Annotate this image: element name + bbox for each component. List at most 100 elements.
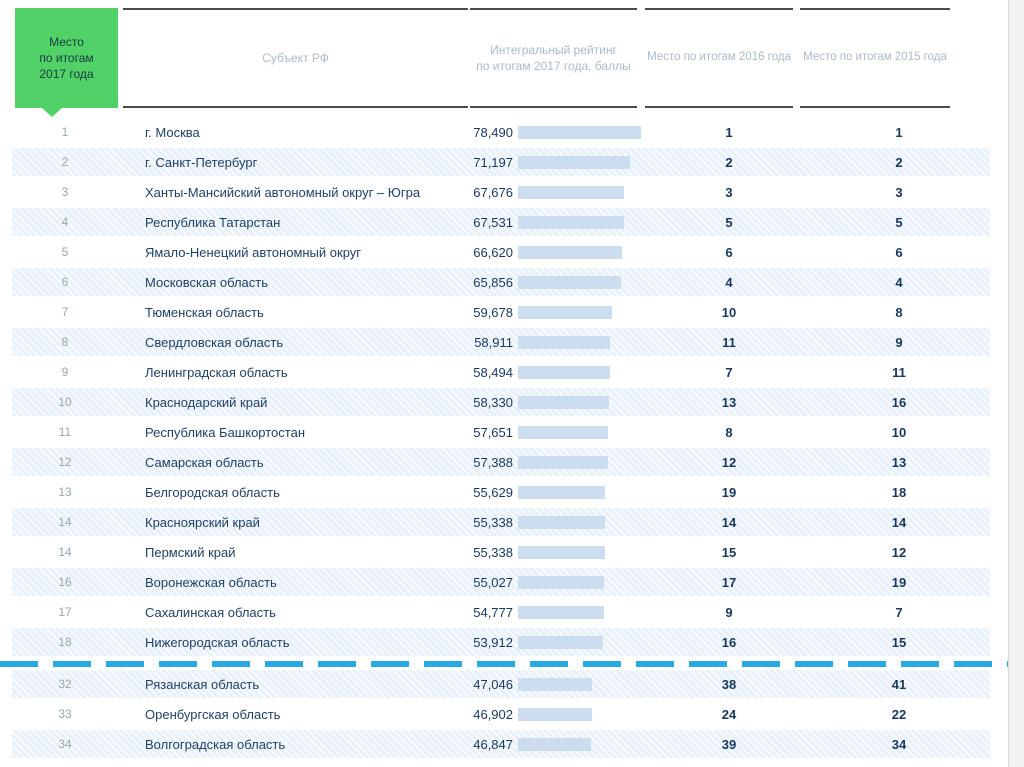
cell-place-2016: 8 [725, 424, 733, 440]
table-row: 9 Ленинградская область 58,494 7 11 [12, 357, 990, 387]
table-row: 8 Свердловская область 58,911 11 9 [12, 327, 990, 357]
rating-bar [518, 426, 609, 439]
cell-rank-2017: 33 [58, 707, 72, 721]
header-region: Субъект РФ [123, 8, 468, 108]
cell-rating: 55,338 [473, 544, 513, 560]
header-place-2015: Место по итогам 2015 года [800, 8, 950, 108]
rating-bar [518, 606, 604, 619]
cell-rank-2017: 11 [58, 425, 72, 439]
rating-bar [518, 636, 603, 649]
skipped-rows-separator [0, 661, 1008, 667]
cell-place-2016: 4 [725, 274, 733, 290]
cell-place-2015: 12 [891, 544, 907, 560]
cell-region: Воронежская область [145, 574, 277, 590]
cell-place-2016: 10 [721, 304, 737, 320]
rating-bar [518, 678, 592, 691]
cell-place-2016: 17 [721, 574, 737, 590]
cell-place-2015: 22 [891, 706, 907, 722]
cell-place-2015: 41 [891, 676, 907, 692]
cell-place-2016: 19 [721, 484, 737, 500]
cell-rating: 57,388 [473, 454, 513, 470]
cell-region: Ханты-Мансийский автономный округ – Югра [145, 184, 421, 200]
rating-bar [518, 366, 610, 379]
header-rank-2017-label: Место по итогам 2017 года [39, 34, 94, 82]
cell-rating: 66,620 [473, 244, 513, 260]
page-gutter [1008, 0, 1024, 767]
cell-region: Краснодарский край [145, 394, 268, 410]
table-row: 6 Московская область 65,856 4 4 [12, 267, 990, 297]
cell-place-2015: 6 [895, 244, 903, 260]
cell-region: Тюменская область [145, 304, 264, 320]
table-row: 2 г. Санкт-Петербург 71,197 2 2 [12, 147, 990, 177]
cell-rating: 71,197 [473, 154, 513, 170]
cell-rating: 65,856 [473, 274, 513, 290]
cell-region: Рязанская область [145, 676, 260, 692]
cell-region: Оренбургская область [145, 706, 281, 722]
cell-place-2015: 7 [895, 604, 903, 620]
table-row: 18 Нижегородская область 53,912 16 15 [12, 627, 990, 657]
rating-bar [518, 546, 605, 559]
cell-rank-2017: 14 [58, 515, 72, 529]
cell-place-2016: 5 [725, 214, 733, 230]
cell-rank-2017: 13 [58, 485, 72, 499]
table-row: 34 Волгоградская область 46,847 39 34 [12, 729, 990, 759]
cell-region: Московская область [145, 274, 269, 290]
cell-region: Ленинградская область [145, 364, 288, 380]
cell-place-2015: 34 [891, 736, 907, 752]
cell-rank-2017: 10 [58, 395, 72, 409]
cell-region: Республика Татарстан [145, 214, 281, 230]
cell-place-2015: 5 [895, 214, 903, 230]
cell-rating: 47,046 [473, 676, 513, 692]
table-body-top: 1 г. Москва 78,490 1 1 2 г. Санкт-Петерб… [12, 117, 990, 657]
cell-region: Нижегородская область [145, 634, 290, 650]
cell-region: Самарская область [145, 454, 264, 470]
cell-rating: 59,678 [473, 304, 513, 320]
cell-rating: 46,902 [473, 706, 513, 722]
cell-region: г. Москва [145, 124, 200, 140]
table-row: 4 Республика Татарстан 67,531 5 5 [12, 207, 990, 237]
cell-region: Республика Башкортостан [145, 424, 305, 440]
cell-rank-2017: 4 [61, 215, 69, 229]
rating-bar [518, 216, 624, 229]
rating-bar [518, 456, 608, 469]
cell-rank-2017: 5 [61, 245, 69, 259]
cell-rank-2017: 2 [61, 155, 69, 169]
cell-place-2015: 1 [895, 124, 903, 140]
cell-place-2016: 1 [725, 124, 733, 140]
cell-region: Сахалинская область [145, 604, 276, 620]
cell-rating: 58,494 [473, 364, 513, 380]
cell-rank-2017: 7 [61, 305, 69, 319]
table-row: 12 Самарская область 57,388 12 13 [12, 447, 990, 477]
cell-place-2016: 3 [725, 184, 733, 200]
cell-rating: 78,490 [473, 124, 513, 140]
rating-bar [518, 576, 605, 589]
cell-place-2015: 8 [895, 304, 903, 320]
cell-place-2015: 3 [895, 184, 903, 200]
header-place-2016: Место по итогам 2016 года [645, 8, 793, 108]
cell-place-2015: 15 [891, 634, 907, 650]
cell-rank-2017: 32 [58, 677, 72, 691]
cell-rating: 58,330 [473, 394, 513, 410]
rating-bar [518, 156, 630, 169]
cell-rating: 54,777 [473, 604, 513, 620]
header-rating: Интегральный рейтинг по итогам 2017 года… [470, 8, 637, 108]
table-row: 11 Республика Башкортостан 57,651 8 10 [12, 417, 990, 447]
table-row: 5 Ямало-Ненецкий автономный округ 66,620… [12, 237, 990, 267]
cell-place-2015: 10 [891, 424, 907, 440]
cell-rank-2017: 18 [58, 635, 72, 649]
cell-place-2015: 16 [891, 394, 907, 410]
cell-place-2015: 9 [895, 334, 903, 350]
cell-rating: 55,338 [473, 514, 513, 530]
cell-region: Свердловская область [145, 334, 284, 350]
cell-region: Ямало-Ненецкий автономный округ [145, 244, 362, 260]
table-row: 32 Рязанская область 47,046 38 41 [12, 669, 990, 699]
cell-place-2015: 14 [891, 514, 907, 530]
cell-place-2016: 38 [721, 676, 737, 692]
cell-rank-2017: 14 [58, 545, 72, 559]
rating-bar [518, 708, 592, 721]
cell-place-2015: 11 [892, 364, 906, 380]
cell-rank-2017: 17 [58, 605, 72, 619]
cell-region: Волгоградская область [145, 736, 286, 752]
rating-bar [518, 486, 606, 499]
